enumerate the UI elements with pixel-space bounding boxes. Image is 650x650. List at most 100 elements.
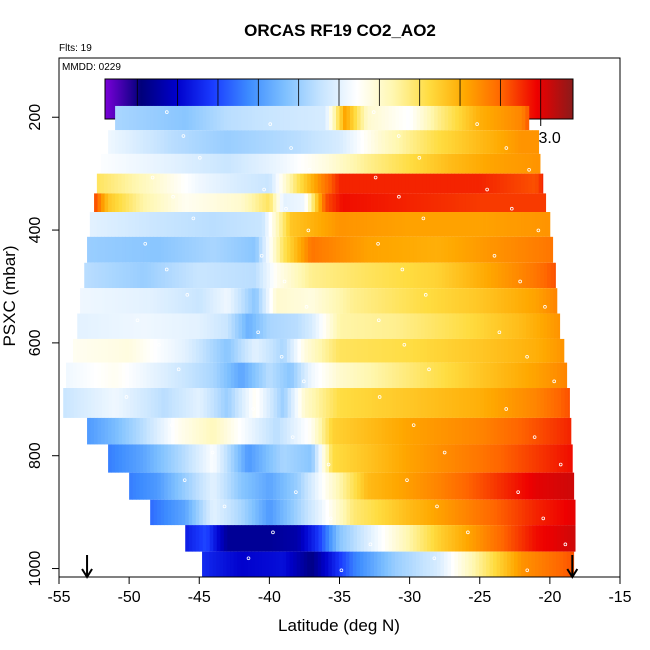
heatmap-cell bbox=[409, 105, 414, 131]
heatmap-cell bbox=[434, 338, 439, 363]
heatmap-cell bbox=[314, 173, 319, 194]
y-tick-label: 800 bbox=[27, 442, 44, 469]
heatmap-cell bbox=[409, 153, 414, 174]
sample-point bbox=[326, 462, 331, 467]
heatmap-cell bbox=[440, 173, 445, 194]
heatmap-cell bbox=[434, 262, 439, 289]
heatmap-cell bbox=[448, 288, 453, 314]
heatmap-cell bbox=[381, 193, 386, 213]
heatmap-cell bbox=[462, 472, 467, 500]
heatmap-cell bbox=[164, 472, 169, 500]
sample-point bbox=[504, 146, 509, 150]
heatmap-cell bbox=[443, 551, 448, 577]
heatmap-cell bbox=[363, 212, 368, 237]
heatmap-cell bbox=[416, 338, 421, 363]
heatmap-cell bbox=[157, 313, 162, 339]
sample-point bbox=[181, 134, 186, 138]
heatmap-cell bbox=[150, 288, 155, 314]
heatmap-cell bbox=[143, 472, 148, 500]
heatmap-cell bbox=[493, 212, 497, 237]
heatmap-cell bbox=[413, 236, 418, 263]
heatmap-cell bbox=[434, 153, 439, 174]
heatmap-cell bbox=[293, 173, 298, 194]
heatmap-cell bbox=[441, 193, 446, 213]
heatmap-cell bbox=[406, 472, 411, 500]
heatmap-cell bbox=[398, 212, 403, 237]
heatmap-cell bbox=[364, 153, 368, 174]
heatmap-cell bbox=[270, 313, 274, 339]
heatmap-cell bbox=[234, 338, 239, 363]
sample-point bbox=[525, 354, 529, 359]
heatmap-cell bbox=[129, 417, 134, 445]
heatmap-cell bbox=[108, 262, 113, 289]
heatmap-cell bbox=[241, 288, 246, 314]
heatmap-cell bbox=[220, 236, 225, 263]
heatmap-cell bbox=[430, 105, 435, 131]
heatmap-cell bbox=[427, 338, 432, 363]
heatmap-cell bbox=[234, 288, 239, 314]
heatmap-cell bbox=[514, 472, 519, 500]
heatmap-cell bbox=[329, 262, 334, 289]
heatmap-cell bbox=[94, 388, 99, 418]
heatmap-cell bbox=[406, 444, 411, 473]
heatmap-cell bbox=[251, 472, 256, 500]
heatmap-cell bbox=[188, 499, 193, 526]
heatmap-cell bbox=[445, 313, 450, 339]
heatmap-cell bbox=[420, 153, 425, 174]
heatmap-cell bbox=[258, 236, 263, 263]
heatmap-cell bbox=[145, 212, 150, 237]
heatmap-cell bbox=[515, 313, 520, 339]
heatmap-cell bbox=[500, 338, 505, 363]
heatmap-cell bbox=[139, 362, 144, 389]
heatmap-cell bbox=[125, 444, 130, 473]
heatmap-cell bbox=[472, 105, 477, 131]
heatmap-cell bbox=[518, 499, 523, 526]
heatmap-cell bbox=[416, 444, 421, 473]
heatmap-cell bbox=[500, 525, 505, 552]
heatmap-cell bbox=[567, 525, 572, 552]
heatmap-cell bbox=[168, 388, 173, 418]
heatmap-cell bbox=[286, 362, 291, 389]
heatmap-cell bbox=[354, 262, 359, 289]
heatmap-cell bbox=[258, 551, 263, 577]
heatmap-cell bbox=[195, 362, 200, 389]
heatmap-cell bbox=[311, 362, 316, 389]
heatmap-cell bbox=[87, 338, 91, 363]
heatmap-cell bbox=[247, 173, 252, 194]
heatmap-cell bbox=[153, 338, 158, 363]
heatmap-cell bbox=[570, 444, 573, 473]
heatmap-cell bbox=[459, 388, 464, 418]
heatmap-cell bbox=[422, 212, 427, 237]
heatmap-cell bbox=[504, 193, 509, 213]
heatmap-cell bbox=[441, 313, 446, 339]
heatmap-cell bbox=[423, 472, 428, 500]
heatmap-cell bbox=[497, 472, 502, 500]
heatmap-cell bbox=[276, 105, 281, 131]
heatmap-cell bbox=[328, 444, 333, 473]
heatmap-cell bbox=[339, 444, 344, 473]
heatmap-cell bbox=[501, 313, 506, 339]
heatmap-cell bbox=[346, 236, 351, 263]
heatmap-cell bbox=[146, 130, 151, 154]
heatmap-cell bbox=[112, 388, 117, 418]
heatmap-cell bbox=[360, 338, 365, 363]
heatmap-cell bbox=[171, 388, 176, 418]
heatmap-cell bbox=[108, 236, 112, 263]
heatmap-cell bbox=[294, 313, 299, 339]
heatmap-cell bbox=[385, 417, 389, 445]
heatmap-cell bbox=[567, 417, 572, 445]
heatmap-cell bbox=[350, 153, 354, 174]
heatmap-cell bbox=[392, 417, 396, 445]
heatmap-cell bbox=[465, 193, 470, 213]
heatmap-cell bbox=[388, 105, 393, 131]
heatmap-cell bbox=[304, 153, 309, 174]
heatmap-cell bbox=[507, 212, 512, 237]
heatmap-cell bbox=[122, 417, 127, 445]
heatmap-cell bbox=[259, 262, 264, 289]
heatmap-cell bbox=[202, 130, 207, 154]
heatmap-cell bbox=[297, 105, 302, 131]
heatmap-cell bbox=[451, 444, 456, 473]
heatmap-cell bbox=[297, 193, 302, 213]
heatmap-cell bbox=[417, 313, 422, 339]
heatmap-cell bbox=[529, 262, 534, 289]
